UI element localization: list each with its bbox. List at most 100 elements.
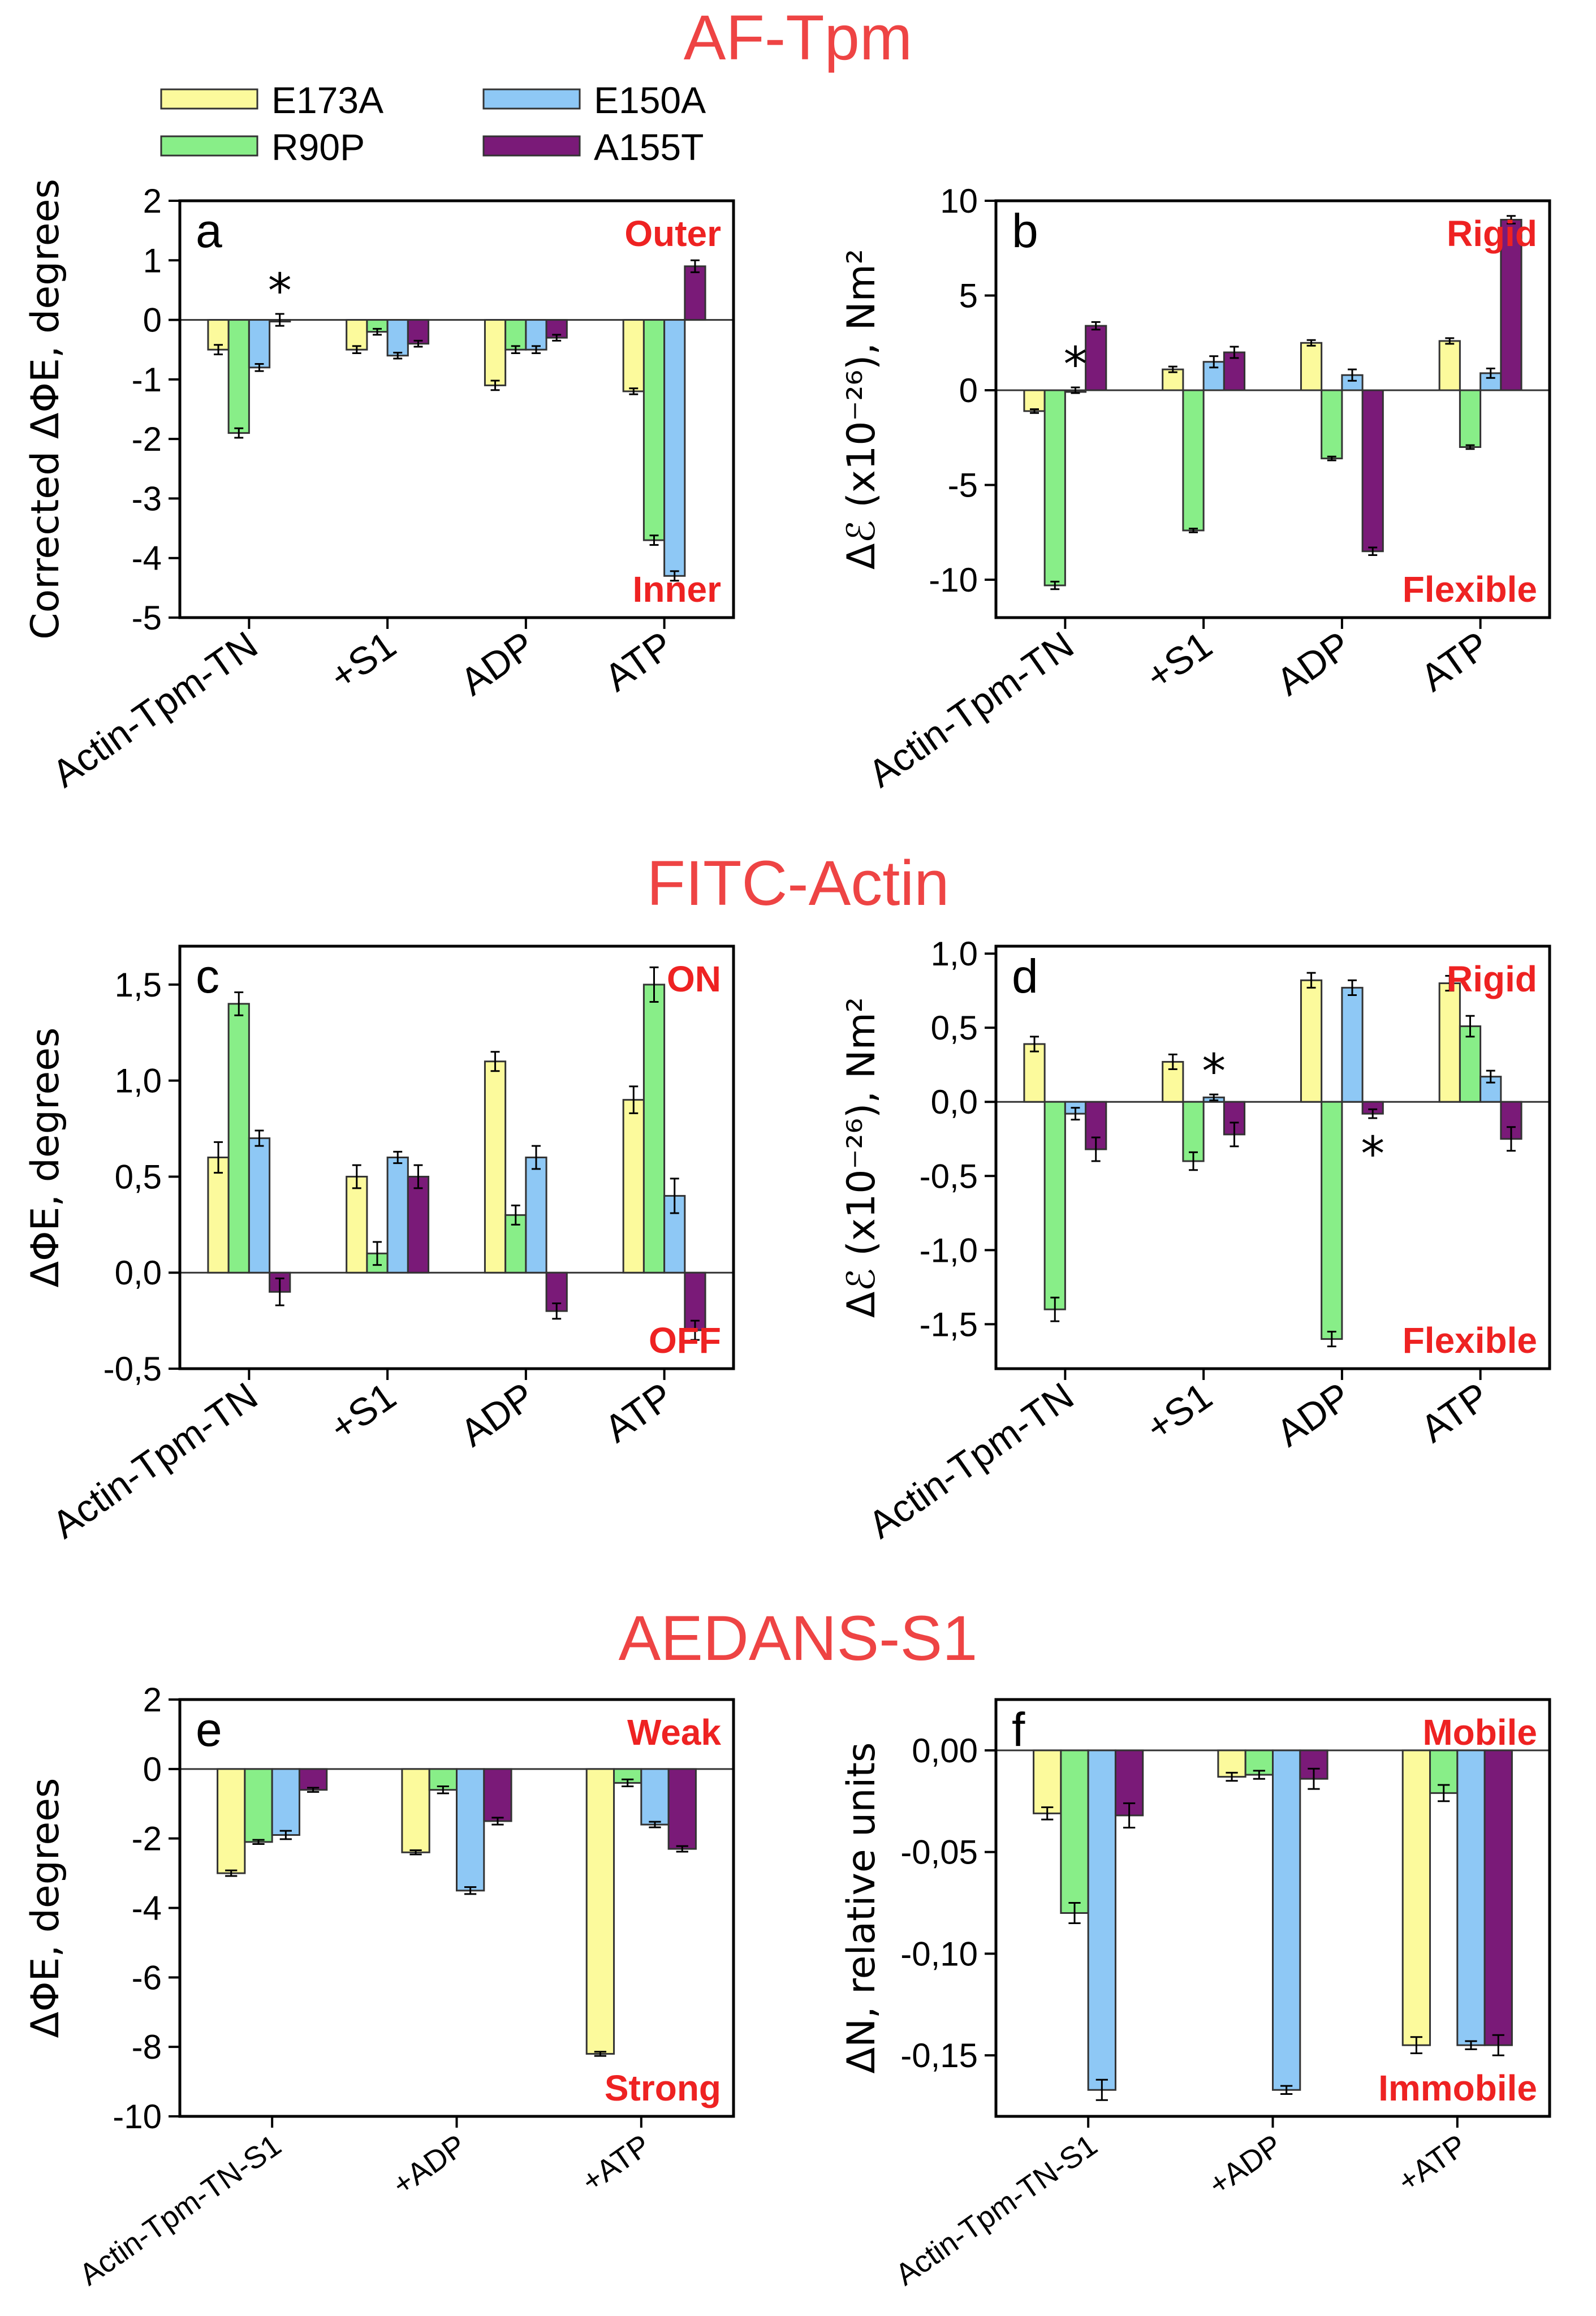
y-tick-label: -1,5 xyxy=(920,1305,978,1343)
x-category-label: Actin-Tpm-TN xyxy=(861,1374,1081,1547)
bar-f-e150a-2 xyxy=(1456,1749,1486,2046)
y-axis-title: ΔN, relative units xyxy=(839,1743,884,2074)
x-category-label: +ADP xyxy=(386,2128,472,2202)
x-category-label: ADP xyxy=(452,623,542,704)
x-category-label: +S1 xyxy=(322,1374,403,1450)
bar-c-r90p-0 xyxy=(227,1003,250,1274)
y-tick-label: -3 xyxy=(132,480,162,517)
section-title-aedans-s1: AEDANS-S1 xyxy=(619,1603,978,1674)
x-category-label: ADP xyxy=(1269,623,1358,704)
bar-d-e173a-0 xyxy=(1023,1043,1046,1103)
panel-c: -0,5 0,0 0,5 1,0 1,5 Actin-Tpm-TN +S1 ADP ATP ΔΦE… xyxy=(23,944,735,1547)
panel-letter: e xyxy=(196,1703,222,1756)
y-tick-label: 2 xyxy=(143,182,162,220)
x-category-label: +ADP xyxy=(1202,2128,1288,2202)
x-category-label: +S1 xyxy=(322,623,403,698)
bar-a-a155t-3 xyxy=(684,265,706,321)
bar-e-e150a-2 xyxy=(640,1768,670,1826)
significance-star: * xyxy=(1202,1043,1226,1099)
corner-label-top: ON xyxy=(667,959,721,999)
bar-b-r90p-1 xyxy=(1182,389,1205,532)
y-tick-label: 1 xyxy=(143,241,162,279)
bar-b-r90p-2 xyxy=(1321,389,1343,460)
bar-a-e150a-3 xyxy=(663,319,686,577)
corner-label-bottom: Inner xyxy=(633,569,721,610)
bar-f-a155t-2 xyxy=(1483,1749,1513,2046)
bar-b-e173a-1 xyxy=(1162,368,1184,391)
bar-f-r90p-0 xyxy=(1060,1749,1089,1914)
section-title-fitc-actin: FITC-Actin xyxy=(646,848,949,918)
x-category-label: ATP xyxy=(1413,1374,1496,1451)
corner-label-top: Outer xyxy=(624,213,721,254)
y-tick-label: 1,5 xyxy=(115,966,162,1004)
plot-frame xyxy=(178,199,735,619)
y-axis-title: ΔΦE, degrees xyxy=(23,1028,68,1288)
x-category-label: +S1 xyxy=(1138,623,1219,698)
panel-letter: d xyxy=(1012,950,1038,1003)
y-tick-label: -5 xyxy=(132,599,162,637)
significance-star: * xyxy=(268,263,292,318)
y-tick-label: -2 xyxy=(132,420,162,458)
bar-e-r90p-0 xyxy=(244,1768,273,1843)
y-axis-title: Corrected ΔΦE, degrees xyxy=(23,179,68,640)
y-tick-label: -4 xyxy=(132,540,162,577)
x-category-label: ATP xyxy=(597,1374,680,1451)
y-axis-title: Δℰ (x10⁻²⁶), Nm² xyxy=(839,997,884,1318)
y-tick-label: -0,5 xyxy=(920,1157,978,1195)
y-tick-label: 2 xyxy=(143,1681,162,1719)
y-tick-label: 0,0 xyxy=(115,1254,162,1292)
bar-c-e150a-0 xyxy=(248,1137,271,1274)
x-category-label: +ATP xyxy=(1392,2128,1473,2199)
y-tick-label: -0,5 xyxy=(103,1350,162,1388)
corner-label-bottom: Flexible xyxy=(1403,1320,1537,1361)
bar-d-e173a-3 xyxy=(1438,982,1461,1103)
panel-letter: f xyxy=(1012,1703,1025,1756)
panel-d: * * -1,5 -1,0 -0,5 0,0 0,5 1,0 Actin-Tpm-TN +S1 AD… xyxy=(839,935,1551,1547)
y-tick-label: 0,00 xyxy=(912,1732,978,1770)
y-tick-label: -5 xyxy=(948,467,978,504)
legend-label-e173a: E173A xyxy=(271,79,383,121)
bar-c-e173a-3 xyxy=(622,1099,645,1274)
bar-a-r90p-2 xyxy=(504,319,527,351)
bar-c-e173a-0 xyxy=(207,1157,230,1274)
legend: E173A R90P E150A A155T xyxy=(160,79,706,168)
plot-frame xyxy=(994,944,1551,1370)
bar-f-e173a-0 xyxy=(1033,1749,1062,1814)
y-tick-label: -0,15 xyxy=(900,2037,978,2075)
x-category-label: ADP xyxy=(1269,1374,1358,1455)
bar-b-e173a-3 xyxy=(1438,340,1461,391)
x-category-label: Actin-Tpm-TN-S1 xyxy=(74,2128,287,2292)
y-tick-label: 1,0 xyxy=(115,1062,162,1100)
corner-label-bottom: Immobile xyxy=(1378,2068,1537,2108)
y-axis-title: ΔΦE, degrees xyxy=(23,1778,68,2038)
significance-star: * xyxy=(1361,1126,1384,1181)
bar-f-e150a-1 xyxy=(1272,1749,1301,2091)
y-axis-title: Δℰ (x10⁻²⁶), Nm² xyxy=(839,249,884,570)
corner-label-top: Weak xyxy=(627,1712,721,1753)
y-tick-label: -6 xyxy=(132,1959,162,1996)
bar-d-a155t-0 xyxy=(1085,1101,1107,1150)
bar-e-e173a-0 xyxy=(217,1768,246,1874)
y-tick-label: 5 xyxy=(959,277,978,315)
x-category-label: ATP xyxy=(597,623,680,700)
x-category-label: Actin-Tpm-TN xyxy=(45,1374,265,1547)
bar-b-e173a-0 xyxy=(1023,389,1046,412)
y-tick-label: 0,5 xyxy=(115,1158,162,1196)
y-tick-label: -1,0 xyxy=(920,1231,978,1269)
plot-frame xyxy=(178,1698,735,2118)
plot-frame xyxy=(178,944,735,1370)
bar-c-e150a-2 xyxy=(525,1157,547,1274)
bar-a-r90p-0 xyxy=(227,319,250,434)
y-tick-label: -8 xyxy=(132,2028,162,2066)
x-category-label: +S1 xyxy=(1138,1374,1219,1450)
panel-a: * -5 -4 -3 -2 -1 0 1 2 Actin-Tpm-TN +S1 ADP ATP Corre… xyxy=(23,179,735,796)
y-tick-label: 0 xyxy=(959,372,978,409)
corner-label-bottom: Flexible xyxy=(1403,569,1537,610)
corner-label-top: Rigid xyxy=(1447,959,1537,999)
bar-c-e150a-1 xyxy=(386,1157,409,1274)
bar-d-e173a-2 xyxy=(1300,979,1323,1103)
bar-b-a155t-0 xyxy=(1085,325,1107,391)
y-tick-label: -10 xyxy=(929,561,978,599)
bar-a-e173a-2 xyxy=(484,319,507,386)
